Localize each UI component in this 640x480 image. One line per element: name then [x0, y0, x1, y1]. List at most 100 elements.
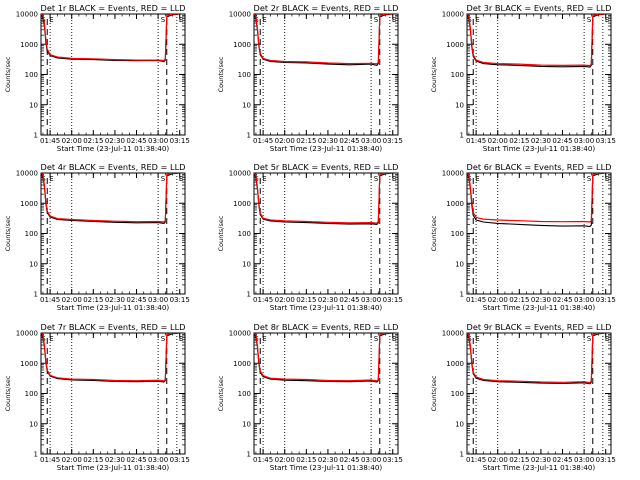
y-axis-label: Counts/sec [217, 56, 225, 92]
x-tick-label: 03:00 [148, 296, 168, 304]
x-tick-label: 02:00 [275, 296, 295, 304]
x-tick-label: 01:45 [466, 296, 486, 304]
x-tick-label: 03:00 [361, 137, 381, 145]
lld-series-line [254, 333, 392, 382]
y-tick-label: 1000 [446, 360, 464, 368]
detector-panel: Det 6r BLACK = Events, RED = LLD Counts/s… [430, 162, 616, 312]
x-tick-label: 02:00 [62, 456, 82, 464]
x-tick-label: 02:30 [531, 137, 551, 145]
events-series-line [254, 173, 392, 225]
x-tick-label: 01:45 [40, 137, 60, 145]
segment-marker-label: E [49, 335, 53, 343]
x-tick-label: 02:00 [488, 296, 508, 304]
segment-marker-label: E [262, 175, 266, 183]
y-tick-label: 10 [242, 260, 251, 268]
y-tick-label: 10 [242, 420, 251, 428]
x-tick-label: 02:45 [339, 137, 359, 145]
x-tick-label: 01:45 [466, 137, 486, 145]
plot-frame [253, 172, 399, 295]
y-tick-label: 1 [247, 451, 251, 459]
y-tick-label: 100 [451, 390, 464, 398]
x-tick-label: 03:00 [361, 456, 381, 464]
detector-panel: Det 4r BLACK = Events, RED = LLD Counts/s… [4, 162, 190, 312]
y-tick-label: 10000 [229, 170, 251, 178]
x-tick-label: 01:45 [253, 137, 273, 145]
y-tick-label: 10 [29, 420, 38, 428]
y-tick-label: 1 [460, 132, 464, 140]
plot-frame [40, 172, 186, 295]
x-axis-label: Start Time (23-Jul-11 01:38:40) [57, 303, 170, 312]
x-tick-label: 02:45 [126, 296, 146, 304]
plot-frame [466, 332, 612, 455]
x-tick-label: 03:00 [574, 456, 594, 464]
y-tick-label: 10000 [16, 170, 38, 178]
panel-title: Det 3r BLACK = Events, RED = LLD [467, 3, 612, 13]
segment-marker-label: E [605, 175, 609, 183]
x-tick-label: 02:45 [552, 296, 572, 304]
plot-frame [466, 172, 612, 295]
x-tick-label: 03:15 [596, 137, 616, 145]
x-tick-label: 03:15 [170, 456, 190, 464]
y-tick-label: 100 [25, 230, 38, 238]
segment-marker-label: E [392, 335, 396, 343]
y-tick-label: 1 [247, 291, 251, 299]
x-tick-label: 03:15 [383, 456, 403, 464]
detector-panel: Det 7r BLACK = Events, RED = LLD Counts/s… [4, 322, 190, 472]
y-tick-label: 100 [451, 230, 464, 238]
segment-marker-label: E [49, 175, 53, 183]
lld-series-line [41, 14, 179, 62]
y-axis-label: Counts/sec [4, 56, 12, 92]
segment-marker-label: S [161, 16, 166, 24]
x-tick-label: 02:30 [105, 137, 125, 145]
y-axis-label: Counts/sec [4, 215, 12, 251]
segment-marker-label: E [179, 16, 183, 24]
x-tick-label: 01:45 [253, 456, 273, 464]
x-tick-label: 02:00 [275, 456, 295, 464]
x-axis-label: Start Time (23-Jul-11 01:38:40) [270, 303, 383, 312]
y-tick-label: 1 [34, 451, 38, 459]
y-tick-label: 1000 [20, 41, 38, 49]
y-tick-label: 10 [242, 101, 251, 109]
plot-frame [40, 13, 186, 136]
y-tick-label: 1 [34, 291, 38, 299]
panel-title: Det 2r BLACK = Events, RED = LLD [254, 3, 399, 13]
x-tick-label: 03:00 [148, 137, 168, 145]
lld-series-line [467, 14, 605, 67]
y-axis-label: Counts/sec [430, 375, 438, 411]
x-tick-label: 01:45 [40, 296, 60, 304]
x-tick-label: 03:15 [596, 456, 616, 464]
x-tick-label: 01:45 [253, 296, 273, 304]
y-tick-label: 10 [29, 260, 38, 268]
y-tick-label: 10 [455, 260, 464, 268]
x-tick-label: 02:15 [296, 456, 316, 464]
x-tick-label: 02:30 [531, 296, 551, 304]
segment-marker-label: E [392, 175, 396, 183]
segment-marker-label: E [605, 16, 609, 24]
panel-title: Det 5r BLACK = Events, RED = LLD [254, 162, 399, 172]
x-axis-label: Start Time (23-Jul-11 01:38:40) [483, 303, 596, 312]
x-tick-label: 03:00 [574, 137, 594, 145]
x-tick-label: 02:15 [509, 296, 529, 304]
x-tick-label: 01:45 [466, 456, 486, 464]
y-tick-label: 10 [29, 101, 38, 109]
segment-marker-label: E [475, 16, 479, 24]
x-tick-label: 03:00 [574, 296, 594, 304]
y-tick-label: 100 [238, 71, 251, 79]
y-tick-label: 10000 [229, 11, 251, 19]
y-tick-label: 1000 [446, 41, 464, 49]
segment-marker-label: S [161, 175, 166, 183]
x-tick-label: 02:30 [318, 456, 338, 464]
events-series-line [467, 333, 605, 385]
lld-series-line [254, 173, 392, 224]
detector-panel: Det 8r BLACK = Events, RED = LLD Counts/s… [217, 322, 403, 472]
panel-title: Det 7r BLACK = Events, RED = LLD [41, 322, 186, 332]
y-tick-label: 100 [25, 71, 38, 79]
detector-panel: Det 2r BLACK = Events, RED = LLD Counts/s… [217, 3, 403, 153]
segment-marker-label: E [262, 335, 266, 343]
lld-series-line [41, 333, 179, 382]
x-tick-label: 02:15 [509, 456, 529, 464]
x-tick-label: 03:15 [596, 296, 616, 304]
x-tick-label: 03:15 [170, 296, 190, 304]
y-tick-label: 10000 [229, 330, 251, 338]
x-axis-label: Start Time (23-Jul-11 01:38:40) [483, 144, 596, 153]
